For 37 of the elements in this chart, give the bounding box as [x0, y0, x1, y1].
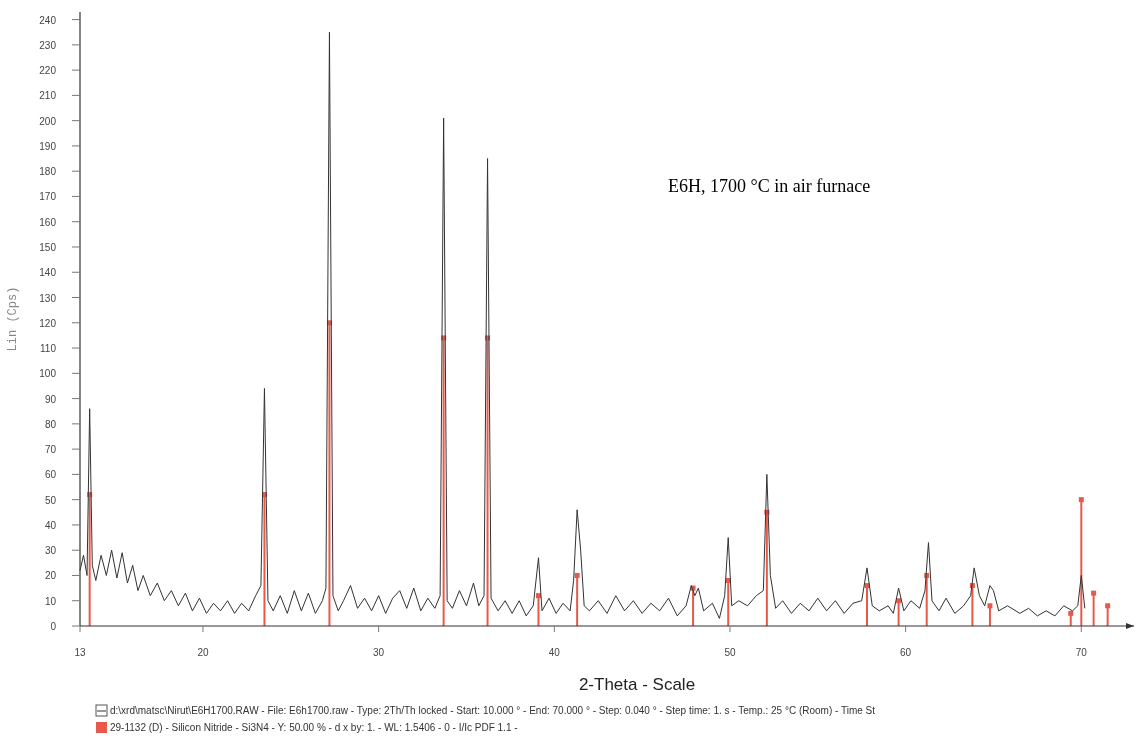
y-tick-label: 120	[39, 317, 57, 329]
y-tick-label: 90	[44, 393, 57, 405]
x-tick-label: 13	[74, 647, 86, 658]
legend-label: d:\xrd\matsc\Nirut\E6H1700.RAW - File: E6h1700.raw - Type: 2Th/Th locked - Start: 10.000 ° - End: 70.000 ° - Step: 0.040 ° - Step time: 1. s - Temp.: 25 °C (Room) - Time St	[110, 705, 876, 716]
y-tick-label: 140	[39, 267, 57, 279]
x-tick-label: 50	[724, 647, 736, 658]
y-tick-label: 40	[44, 519, 57, 531]
y-axis-title: Lin (Cps)	[6, 286, 20, 352]
y-tick-label: 70	[44, 444, 57, 456]
y-tick-label: 50	[44, 494, 57, 506]
x-tick-label: 30	[373, 647, 385, 658]
y-tick-label: 0	[50, 621, 57, 632]
y-tick-label: 10	[44, 595, 57, 607]
legend-label: 29-1132 (D) - Silicon Nitride - Si3N4 - Y: 50.00 % - d x by: 1. - WL: 1.5406 - 0 - I/Ic PDF 1.1 -	[110, 722, 518, 733]
annotation: E6H, 1700 °C in air furnace	[668, 176, 871, 196]
y-tick-label: 200	[39, 115, 57, 127]
y-tick-label: 150	[39, 241, 57, 253]
y-tick-label: 130	[39, 292, 57, 304]
y-tick-label: 180	[39, 166, 57, 178]
x-tick-label: 20	[197, 647, 209, 658]
y-tick-label: 240	[39, 14, 57, 26]
y-tick-label: 160	[39, 216, 57, 228]
y-tick-label: 210	[39, 90, 57, 102]
y-tick-label: 110	[40, 343, 57, 355]
x-tick-label: 40	[548, 647, 561, 658]
y-tick-label: 30	[44, 545, 57, 557]
x-tick-label: 70	[1075, 647, 1088, 658]
y-tick-label: 80	[44, 418, 57, 430]
y-tick-label: 190	[39, 140, 57, 152]
y-tick-label: 170	[39, 191, 57, 203]
y-tick-label: 220	[39, 65, 57, 77]
y-tick-label: 230	[39, 39, 57, 51]
y-tick-label: 100	[39, 368, 57, 380]
x-axis-title: 2-Theta - Scale	[578, 675, 696, 694]
y-tick-label: 20	[44, 570, 57, 582]
x-tick-label: 60	[900, 647, 912, 658]
y-tick-label: 60	[44, 469, 57, 481]
